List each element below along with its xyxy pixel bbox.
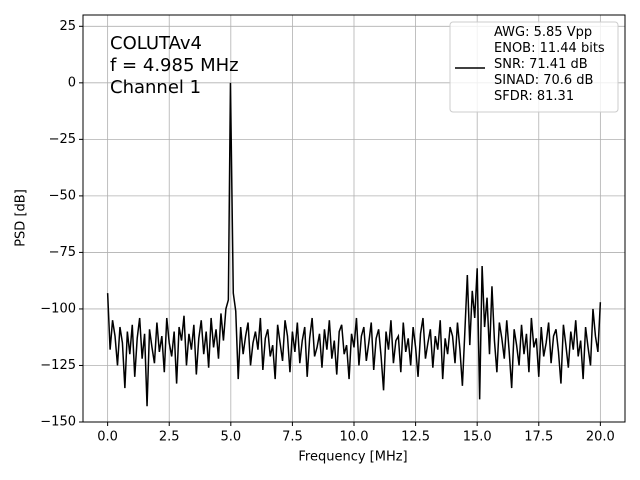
annotation: COLUTAv4 — [110, 33, 202, 54]
x-tick-label: 0.0 — [97, 430, 118, 445]
x-tick-label: 5.0 — [220, 430, 241, 445]
y-tick-label: −150 — [40, 415, 76, 430]
x-tick-label: 12.5 — [401, 430, 430, 445]
x-tick-label: 17.5 — [524, 430, 553, 445]
y-tick-label: −50 — [49, 188, 76, 203]
x-axis-label: Frequency [MHz] — [298, 450, 407, 465]
y-axis-label: PSD [dB] — [14, 189, 29, 247]
y-tick-label: −25 — [49, 132, 76, 147]
y-tick-label: 25 — [59, 19, 76, 34]
x-tick-label: 2.5 — [159, 430, 180, 445]
x-tick-label: 20.0 — [586, 430, 615, 445]
y-tick-label: −125 — [40, 358, 76, 373]
legend-label: AWG: 5.85 Vpp ENOB: 11.44 bits SNR: 71.4… — [494, 25, 605, 104]
annotation: Channel 1 — [110, 77, 201, 98]
legend-box — [449, 21, 619, 113]
y-tick-label: −75 — [49, 245, 76, 260]
plot-frame — [82, 14, 626, 423]
x-tick-label: 7.5 — [282, 430, 303, 445]
y-tick-label: −100 — [40, 301, 76, 316]
y-tick-label: 0 — [68, 75, 76, 90]
x-tick-label: 15.0 — [463, 430, 492, 445]
annotation: f = 4.985 MHz — [110, 55, 239, 76]
x-tick-label: 10.0 — [340, 430, 369, 445]
line-series — [106, 82, 602, 407]
